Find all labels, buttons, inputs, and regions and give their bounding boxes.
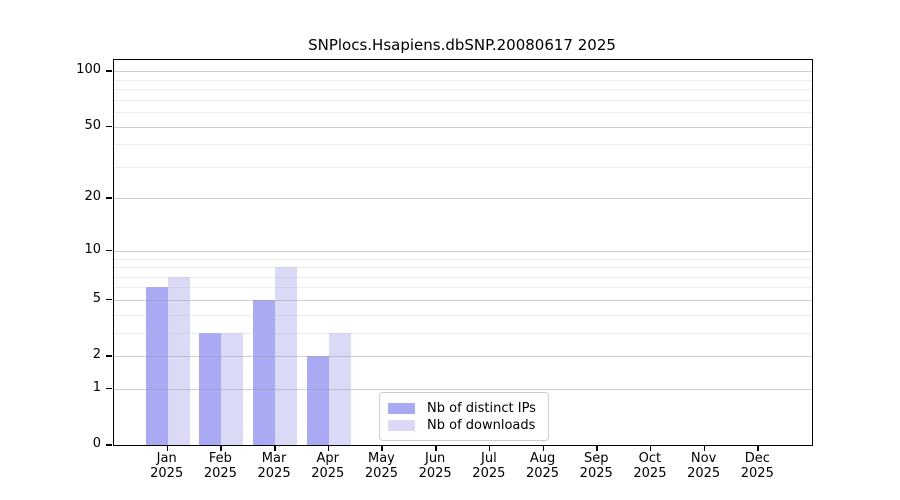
legend-swatch-distinct-ips [388,402,415,414]
xtick-label-nov: Nov 2025 [687,451,721,481]
ytick-label-10: 10 [84,241,101,257]
ytick-label-20: 20 [84,189,101,205]
gridline-major-10 [114,250,812,252]
xtick-mark-oct [649,446,652,451]
xtick-mark-feb [220,446,222,451]
ytick-label-0: 0 [92,436,101,451]
xtick-label-aug: Aug 2025 [525,451,560,481]
ytick-label-2: 2 [92,347,101,363]
ytick-mark-50 [106,125,112,128]
gridline-minor-80 [114,89,812,91]
gridline-major-100 [114,71,812,73]
xtick-mark-jun [435,446,437,451]
gridline-minor-70 [114,99,812,101]
legend: Nb of distinct IPs Nb of downloads [379,392,549,441]
gridline-minor-9 [114,258,812,260]
xtick-label-jan: Jan 2025 [150,451,184,481]
legend-row-downloads: Nb of downloads [388,417,539,433]
xtick-mark-apr [327,446,330,451]
xtick-label-dec: Dec 2025 [740,451,774,481]
ytick-mark-20 [106,197,112,199]
ytick-mark-1 [106,387,112,390]
gridline-minor-30 [114,166,812,168]
ytick-label-50: 50 [84,117,101,133]
bar-downloads-mar [275,267,298,445]
xtick-label-feb: Feb 2025 [203,451,237,481]
ytick-label-5: 5 [92,290,101,306]
xtick-label-apr: Apr 2025 [311,451,345,481]
ytick-mark-100 [106,70,112,72]
gridline-minor-90 [114,79,812,81]
gridline-major-50 [114,126,812,128]
gridline-minor-4 [114,314,812,316]
ytick-label-1: 1 [92,379,101,395]
gridline-minor-8 [114,267,812,269]
ytick-mark-2 [106,355,112,357]
bar-ips-apr [306,356,329,445]
xtick-mark-dec [757,446,759,451]
xtick-mark-sep [596,446,598,451]
xtick-label-mar: Mar 2025 [257,451,291,481]
gridline-major-20 [114,198,812,200]
xtick-mark-jan [166,446,169,451]
xtick-label-may: May 2025 [364,451,398,481]
xtick-mark-aug [542,446,545,451]
xtick-label-oct: Oct 2025 [633,451,667,481]
gridline-minor-60 [114,112,812,114]
bar-ips-jan [145,287,168,445]
bar-ips-mar [253,299,276,445]
ytick-label-100: 100 [76,62,101,78]
bar-downloads-apr [328,332,351,445]
bar-downloads-jan [167,276,190,445]
xtick-label-jul: Jul 2025 [472,451,506,481]
plot-area: Nb of distinct IPs Nb of downloads [113,59,813,446]
xtick-label-sep: Sep 2025 [579,451,613,481]
xtick-mark-may [381,446,383,451]
xtick-mark-mar [274,446,276,451]
legend-row-distinct-ips: Nb of distinct IPs [388,400,539,416]
legend-swatch-downloads [388,419,415,431]
gridline-minor-40 [114,144,812,146]
gridline-major-5 [114,299,812,301]
xtick-mark-jul [488,446,491,451]
legend-label-downloads: Nb of downloads [427,417,536,433]
gridline-minor-6 [114,287,812,289]
bar-downloads-feb [221,332,244,445]
xtick-label-jun: Jun 2025 [418,451,452,481]
ytick-mark-5 [106,298,112,301]
ytick-mark-0 [106,444,112,446]
xtick-mark-nov [703,446,706,451]
ytick-mark-10 [106,249,112,252]
gridline-minor-7 [114,276,812,278]
bar-ips-feb [199,332,222,445]
legend-label-distinct-ips: Nb of distinct IPs [427,400,536,416]
chart-title: SNPlocs.Hsapiens.dbSNP.20080617 2025 [308,36,616,54]
